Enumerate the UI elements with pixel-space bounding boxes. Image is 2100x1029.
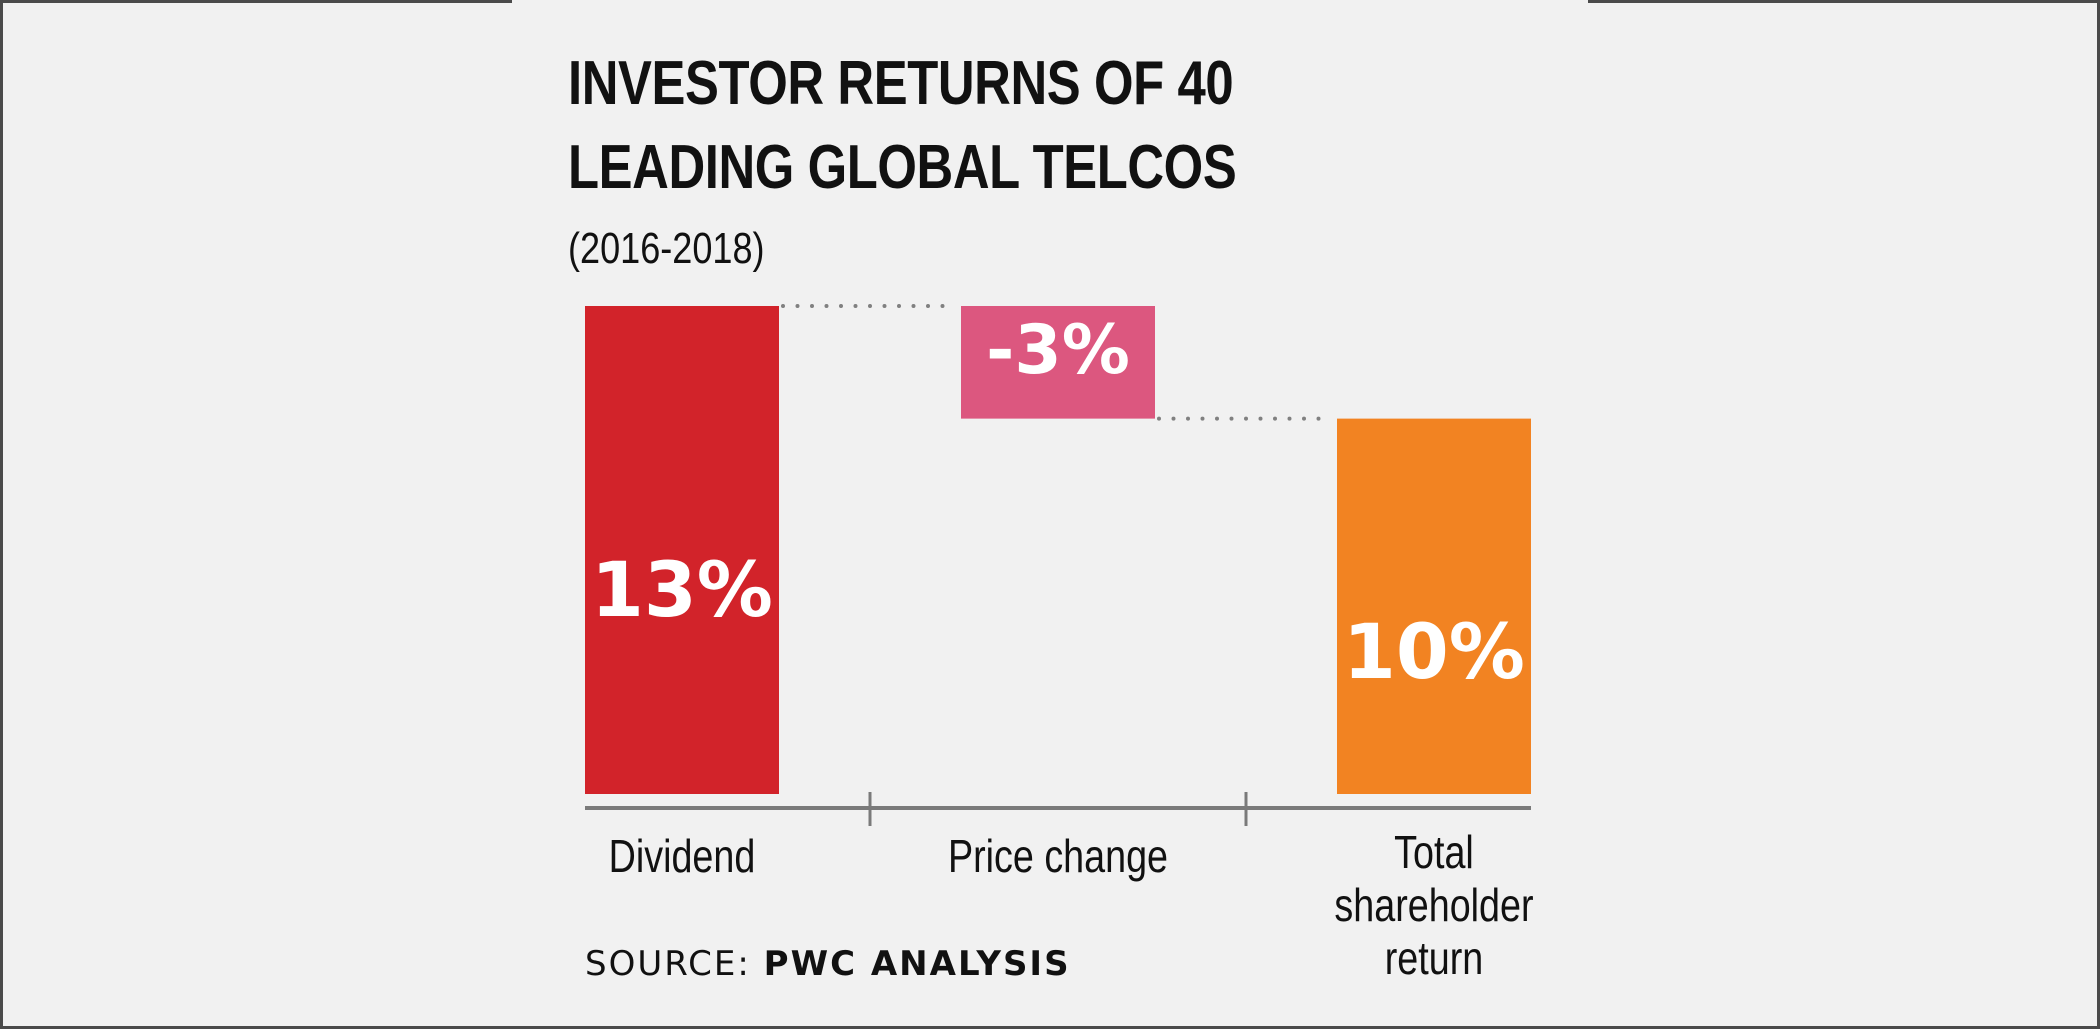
source-note: SOURCE: PWC ANALYSIS [585,944,1071,984]
category-label-1-line-1: Dividend [609,830,756,881]
category-label-3-line-1: Total [1394,826,1474,877]
category-label-3-line-3: return [1385,932,1483,983]
category-label-2: Price change [948,830,1168,881]
bar-3 [1337,418,1531,794]
source-label: SOURCE: [585,944,751,984]
chart-title: INVESTOR RETURNS OF 40 LEADING GLOBAL TE… [568,42,1306,210]
frame-top-edge-right [1588,0,2100,3]
frame-top-edge-left [0,0,512,3]
data-label-3: 10% [1343,607,1525,696]
bar-2 [961,306,1155,419]
bar-1 [585,306,779,794]
category-label-2-line-1: Price change [948,830,1168,881]
data-label-2: -3% [986,311,1130,390]
category-label-3: Total shareholder return [1334,826,1533,983]
data-label-1: 13% [591,545,773,634]
chart-subtitle: (2016-2018) [568,224,765,273]
chart-title-line-2: LEADING GLOBAL TELCOS [568,133,1237,202]
source-value: PWC ANALYSIS [763,944,1071,984]
category-label-1: Dividend [609,830,756,881]
chart-title-line-1: INVESTOR RETURNS OF 40 [568,49,1234,118]
category-label-3-line-2: shareholder [1334,879,1533,930]
